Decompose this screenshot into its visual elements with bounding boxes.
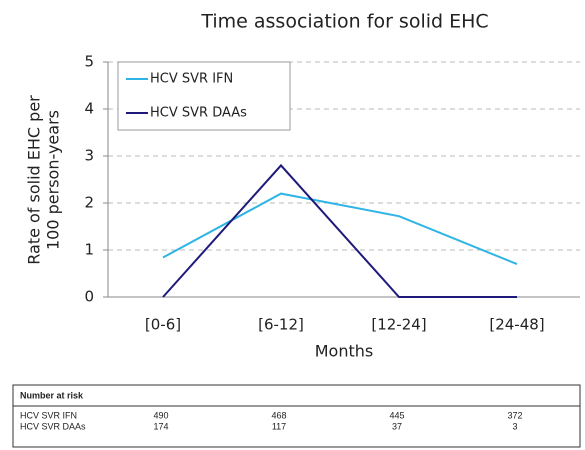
y-tick-label: 1 <box>84 241 94 259</box>
y-tick-label: 2 <box>84 194 94 212</box>
risk-value: 490 <box>153 410 168 420</box>
y-tick-label: 0 <box>84 288 94 306</box>
risk-value: 37 <box>392 421 402 431</box>
y-tick-label: 3 <box>84 147 94 165</box>
legend-label: HCV SVR IFN <box>150 72 233 87</box>
line <box>162 163 517 298</box>
line <box>162 192 518 266</box>
x-tick-label: [24-48] <box>489 316 544 334</box>
y-axis-label-line: Rate of solid EHC per <box>25 95 44 265</box>
x-tick-label: [0-6] <box>145 316 181 334</box>
legend-frame <box>117 61 291 131</box>
risk-value: 117 <box>272 421 286 431</box>
x-tick-label: [12-24] <box>371 316 426 334</box>
legend-label: HCV SVR DAAs <box>150 106 247 121</box>
risk-value: 3 <box>512 421 517 431</box>
risk-row-name: HCV SVR DAAs <box>20 421 86 431</box>
y-tick-label: 4 <box>84 100 94 118</box>
risk-table-title: Number at risk <box>20 390 84 400</box>
risk-table-frame <box>12 384 581 448</box>
risk-value: 445 <box>389 410 404 420</box>
y-tick-label: 5 <box>84 53 94 71</box>
x-tick-label: [6-12] <box>258 316 304 334</box>
x-axis-label: Months <box>315 342 373 361</box>
chart-title: Time association for solid EHC <box>200 11 488 33</box>
risk-row-name: HCV SVR IFN <box>20 410 77 420</box>
risk-value: 174 <box>153 421 168 431</box>
risk-value: 372 <box>507 410 522 420</box>
risk-value: 468 <box>271 410 286 420</box>
y-axis-label: Rate of solid EHC per 100 person-years <box>25 95 63 265</box>
y-axis-label-line: 100 person-years <box>44 110 63 250</box>
